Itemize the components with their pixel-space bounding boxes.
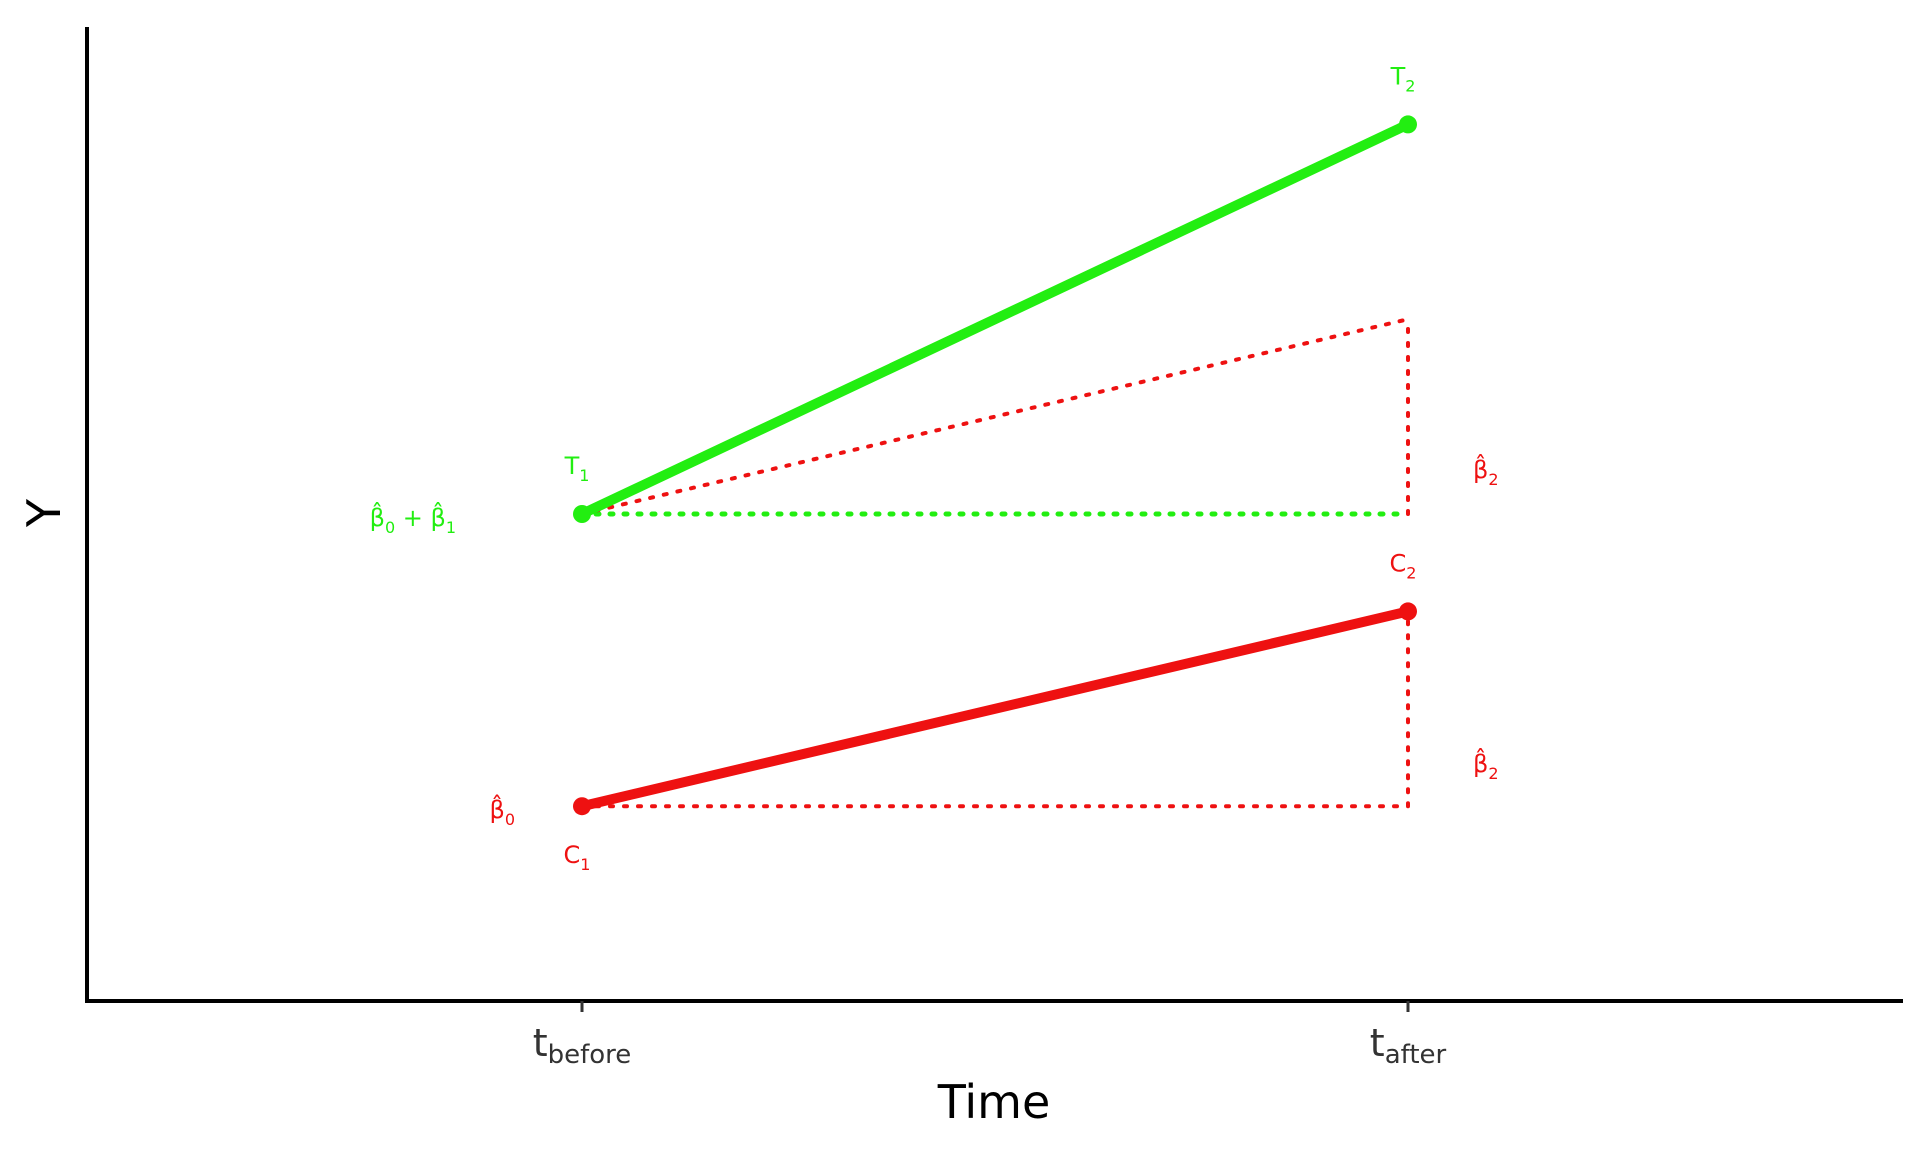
control-point-label-before: C1 [564,841,591,874]
annotation-b0: β̂0 [489,794,515,829]
control-point-label-after: C2 [1390,549,1417,582]
x-tick-label-before: tbefore [533,1021,632,1070]
treatment-point-label-before: T1 [564,452,590,485]
counterfactual-trend-dotted [580,317,1410,516]
control-point-after [1399,602,1417,621]
treatment-point-before [573,505,591,523]
annotation-b2-top: β̂2 [1473,454,1499,489]
annotation-layer: T1 T2 C1 C2 β̂0 β̂0 + β̂1 β̂2 β̂2 [370,62,1499,874]
treatment-series-line [577,119,1413,519]
annotation-b2-bottom: β̂2 [1473,748,1499,783]
x-axis-title: Time [937,1075,1051,1129]
series-layer [573,115,1417,816]
treatment-point-label-after: T2 [1390,62,1416,95]
guide-lines [579,317,1411,809]
x-ticks: tbefore tafter [533,1001,1447,1070]
axes [85,27,1903,1003]
annotation-b0b1: β̂0 + β̂1 [370,502,456,537]
control-series-line [577,606,1413,812]
control-point-before [573,797,591,816]
x-tick-label-after: tafter [1370,1021,1447,1070]
y-axis-title: Y [17,498,71,528]
treatment-point-after [1399,115,1417,134]
